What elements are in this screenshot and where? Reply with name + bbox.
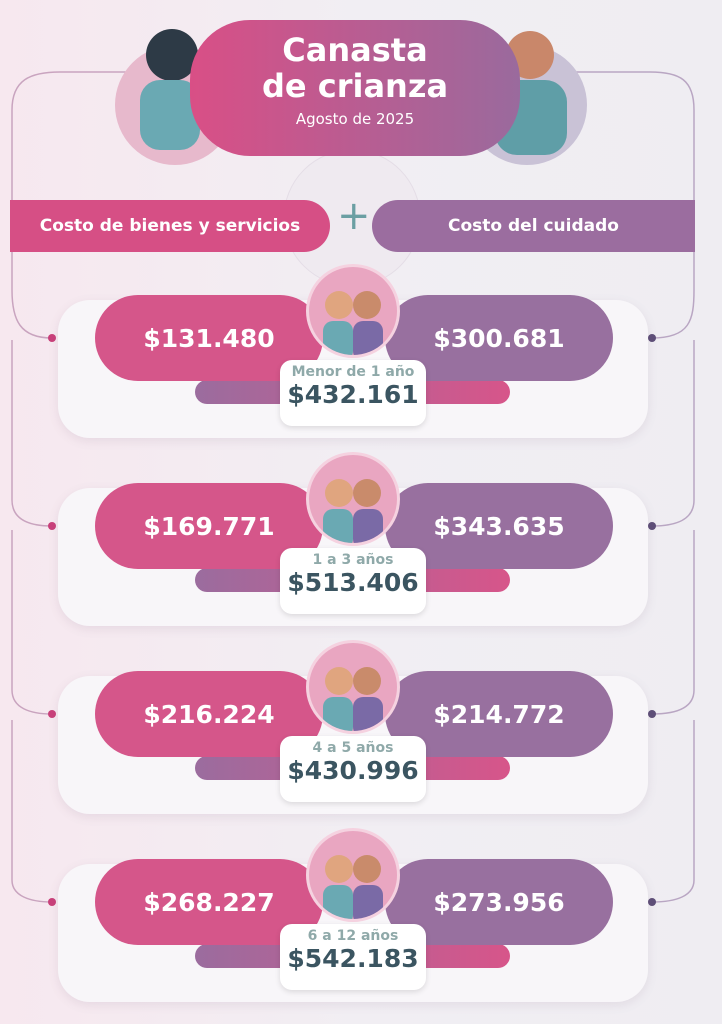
age-group: 1 a 3 años: [312, 552, 394, 568]
age-group: 4 a 5 años: [312, 740, 394, 756]
column-header: Costo del cuidado: [372, 200, 695, 252]
title-line: de crianza: [261, 67, 449, 105]
goods-cost: $268.227: [95, 859, 323, 945]
total-cost: $542.183: [287, 944, 419, 973]
total-label: 1 a 3 años $513.406: [280, 548, 426, 614]
connector-dot: [48, 334, 56, 342]
child-avatar: [306, 264, 400, 358]
connector-dot: [648, 710, 656, 718]
total-label: 4 a 5 años $430.996: [280, 736, 426, 802]
title-banner: Canasta de crianza Agosto de 2025: [190, 20, 520, 156]
total-cost: $432.161: [287, 380, 419, 409]
connector-dot: [648, 522, 656, 530]
total-label: 6 a 12 años $542.183: [280, 924, 426, 990]
plus-icon: +: [337, 193, 371, 239]
title-line: Canasta: [282, 31, 428, 69]
connector-dot: [48, 522, 56, 530]
connector-dot: [48, 898, 56, 906]
age-group: 6 a 12 años: [307, 928, 399, 944]
total-cost: $513.406: [287, 568, 419, 597]
subtitle: Agosto de 2025: [295, 110, 415, 128]
total-cost: $430.996: [287, 756, 419, 785]
total-label: Menor de 1 año $432.161: [280, 360, 426, 426]
child-avatar: [306, 828, 400, 922]
connector-dot: [648, 334, 656, 342]
child-avatar: [306, 640, 400, 734]
connector-dot: [648, 898, 656, 906]
title: Canasta de crianza: [190, 32, 520, 104]
child-avatar: [306, 452, 400, 546]
column-header: Costo de bienes y servicios: [10, 200, 330, 252]
connector-dot: [48, 710, 56, 718]
age-group: Menor de 1 año: [291, 364, 415, 380]
